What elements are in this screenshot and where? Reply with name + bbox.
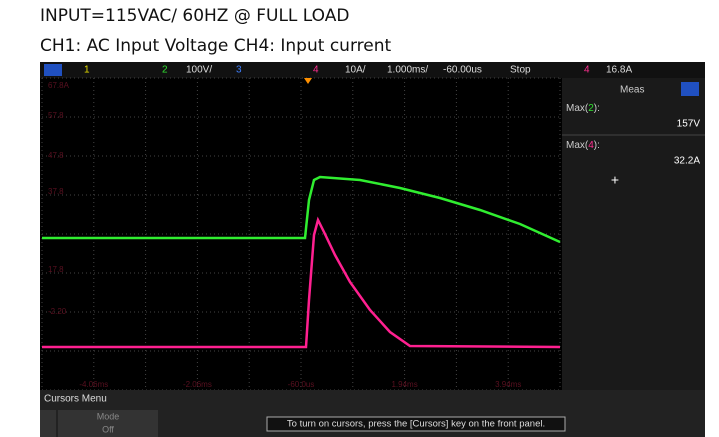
message: To turn on cursors, press the [Cursors] … (287, 419, 545, 430)
meas-part: 2 (588, 103, 594, 114)
mode-button[interactable] (58, 410, 158, 437)
panel-title: Meas (620, 85, 644, 96)
grid-label: 57.8 (48, 111, 64, 120)
grid-label: -2.06ms (183, 380, 212, 389)
grid-label: -4.06ms (79, 380, 108, 389)
trigger-marker (304, 78, 312, 84)
grid-label: 47.8 (48, 151, 64, 160)
ch-label: 1 (84, 65, 90, 76)
meas-part: Max( (566, 103, 589, 114)
meas-panel (562, 78, 705, 390)
trig-ch: 4 (584, 65, 590, 76)
ch-label: 2 (162, 65, 168, 76)
message-box (266, 416, 566, 432)
meas-part: ): (594, 103, 600, 114)
add-meas[interactable]: + (611, 172, 619, 188)
delay: -60.00us (443, 65, 482, 76)
meas-part: 4 (588, 140, 594, 151)
meas-label: Max(2): (566, 103, 600, 114)
panel-icon[interactable] (681, 82, 699, 96)
grid-label: -2.20 (48, 307, 67, 316)
menu-title: Cursors Menu (44, 394, 107, 405)
meas-value: 32.2A (674, 156, 700, 167)
grid-label: 3.94ms (495, 380, 521, 389)
timebase: 1.000ms/ (387, 65, 428, 76)
status: Stop (510, 65, 531, 76)
grid-label: -60.0us (288, 380, 315, 389)
ch-scale: 100V/ (186, 65, 212, 76)
meas-part: Max( (566, 140, 589, 151)
trig-level: 16.8A (606, 65, 632, 76)
grid-label: 1.94ms (391, 380, 417, 389)
grid-label: 67.8A (48, 81, 70, 90)
meas-label: Max(4): (566, 140, 600, 151)
ch4-waveform (42, 216, 561, 349)
menu-icon[interactable] (44, 64, 62, 76)
header-line: CH1: AC Input Voltage CH4: Input current (40, 36, 392, 56)
meas-value: 157V (677, 119, 701, 130)
back-button[interactable] (40, 410, 56, 437)
ch2-waveform (42, 175, 561, 244)
ch-label: 3 (236, 65, 242, 76)
grid-label: 37.8 (48, 187, 64, 196)
header-line: INPUT=115VAC/ 60HZ @ FULL LOAD (40, 6, 350, 26)
button-value: Off (102, 424, 114, 434)
ch-label: 4 (313, 65, 319, 76)
meas-part: ): (594, 140, 600, 151)
topbar (40, 62, 705, 78)
button-label: Mode (97, 411, 120, 421)
grid-label: 17.8 (48, 265, 64, 274)
ch-scale: 10A/ (345, 65, 366, 76)
